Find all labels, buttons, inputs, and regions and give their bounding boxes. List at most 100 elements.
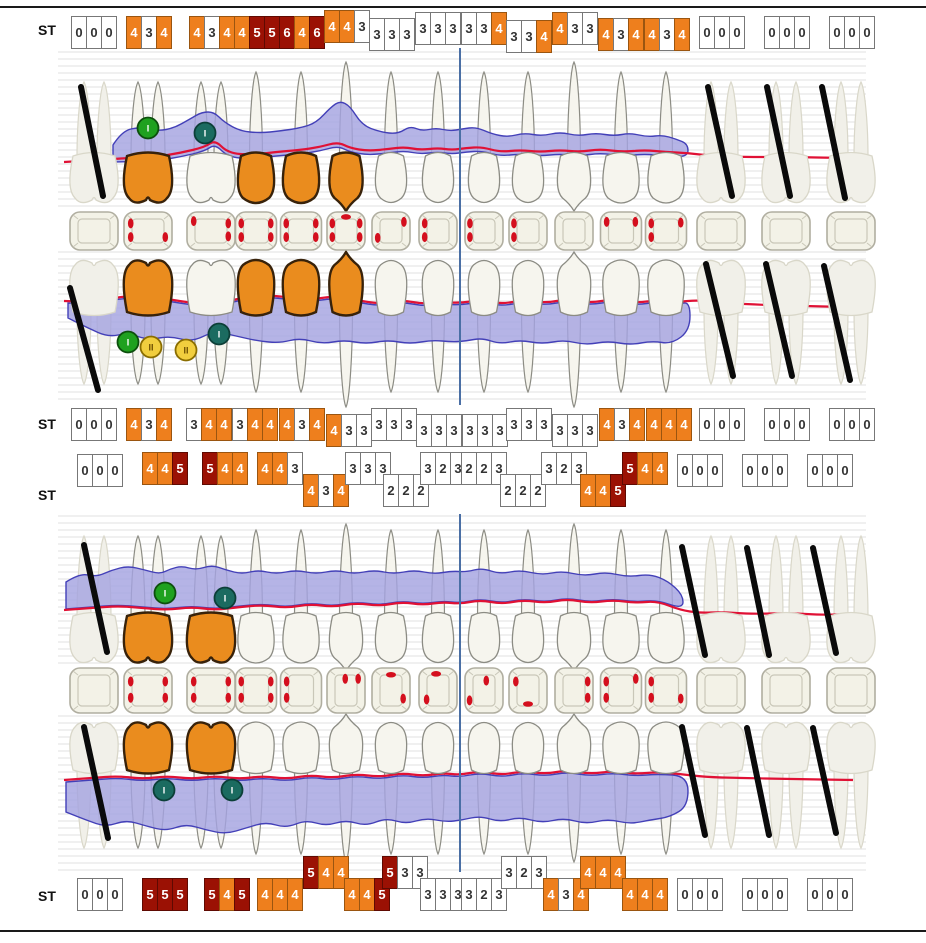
occlusal-tooth[interactable] <box>464 667 504 714</box>
tooth-crown[interactable] <box>556 712 592 775</box>
occlusal-tooth[interactable] <box>761 211 811 251</box>
st-cell[interactable]: 3 <box>384 18 400 51</box>
st-cell[interactable]: 0 <box>692 454 708 487</box>
st-cell[interactable]: 3 <box>386 408 402 441</box>
tooth-crown[interactable] <box>556 611 592 673</box>
bleeding-dot[interactable] <box>329 218 336 229</box>
bleeding-dot[interactable] <box>162 232 169 243</box>
occlusal-tooth[interactable] <box>123 667 173 714</box>
st-cell[interactable]: 0 <box>92 454 108 487</box>
occlusal-tooth[interactable] <box>554 667 594 714</box>
st-cell[interactable]: 4 <box>595 474 611 507</box>
st-cell[interactable]: 0 <box>101 16 117 49</box>
occlusal-tooth[interactable] <box>234 667 278 714</box>
st-cell[interactable]: 3 <box>552 414 568 447</box>
st-cell[interactable]: 5 <box>382 856 398 889</box>
st-cell[interactable]: 5 <box>622 452 638 485</box>
st-cell[interactable]: 4 <box>189 16 205 49</box>
furcation-marker[interactable]: II <box>139 335 163 359</box>
tooth-crown[interactable] <box>511 151 545 204</box>
bleeding-dot[interactable] <box>283 692 290 703</box>
st-cell[interactable]: 2 <box>556 452 572 485</box>
tooth-crown[interactable] <box>511 611 545 664</box>
st-cell[interactable]: 3 <box>446 414 462 447</box>
bleeding-dot[interactable] <box>677 217 684 228</box>
st-cell[interactable]: 5 <box>172 452 188 485</box>
bleeding-dot[interactable] <box>386 671 396 678</box>
bleeding-dot[interactable] <box>283 676 290 687</box>
bleeding-dot[interactable] <box>238 692 245 703</box>
tooth-crown[interactable] <box>69 259 119 317</box>
furcation-marker[interactable]: I <box>153 581 177 605</box>
st-cell[interactable]: 4 <box>326 414 342 447</box>
st-cell[interactable]: 4 <box>622 878 638 911</box>
st-cell[interactable]: 0 <box>757 454 773 487</box>
st-cell[interactable]: 0 <box>107 454 123 487</box>
st-cell[interactable]: 3 <box>614 408 630 441</box>
st-cell[interactable]: 4 <box>156 408 172 441</box>
crowned-tooth[interactable] <box>328 151 364 214</box>
st-cell[interactable]: 4 <box>339 10 355 43</box>
st-cell[interactable]: 4 <box>359 878 375 911</box>
bleeding-dot[interactable] <box>677 693 684 704</box>
st-cell[interactable]: 4 <box>142 452 158 485</box>
st-cell[interactable]: 0 <box>742 454 758 487</box>
st-cell[interactable]: 0 <box>77 878 93 911</box>
tooth-crown[interactable] <box>602 259 640 317</box>
st-cell[interactable]: 4 <box>201 408 217 441</box>
st-cell[interactable]: 3 <box>232 408 248 441</box>
st-cell[interactable]: 3 <box>582 414 598 447</box>
st-cell[interactable]: 0 <box>859 16 875 49</box>
crowned-tooth[interactable] <box>122 721 174 775</box>
st-cell[interactable]: 3 <box>462 414 478 447</box>
bleeding-dot[interactable] <box>401 216 407 227</box>
occlusal-tooth[interactable] <box>696 211 746 251</box>
st-cell[interactable]: 3 <box>397 856 413 889</box>
occlusal-tooth[interactable] <box>644 211 688 251</box>
st-cell[interactable]: 3 <box>461 878 477 911</box>
st-cell[interactable]: 0 <box>859 408 875 441</box>
st-cell[interactable]: 4 <box>644 18 660 51</box>
tooth-crown[interactable] <box>696 151 746 204</box>
st-cell[interactable]: 3 <box>318 474 334 507</box>
st-cell[interactable]: 0 <box>77 454 93 487</box>
st-cell[interactable]: 4 <box>637 878 653 911</box>
crowned-tooth[interactable] <box>281 258 321 317</box>
st-cell[interactable]: 4 <box>598 18 614 51</box>
occlusal-tooth[interactable] <box>69 211 119 251</box>
st-cell[interactable]: 0 <box>707 454 723 487</box>
st-cell[interactable]: 0 <box>772 878 788 911</box>
tooth-roots[interactable] <box>768 767 804 850</box>
st-cell[interactable]: 4 <box>219 878 235 911</box>
bleeding-dot[interactable] <box>523 701 533 707</box>
st-cell[interactable]: 5 <box>172 878 188 911</box>
st-cell[interactable]: 3 <box>141 16 157 49</box>
bleeding-dot[interactable] <box>648 676 655 687</box>
occlusal-tooth[interactable] <box>418 211 458 251</box>
st-cell[interactable]: 3 <box>430 12 446 45</box>
tooth-crown[interactable] <box>237 721 275 775</box>
tooth-roots[interactable] <box>566 522 582 619</box>
st-cell[interactable]: 0 <box>822 878 838 911</box>
tooth-crown[interactable] <box>421 259 455 317</box>
st-cell[interactable]: 3 <box>567 414 583 447</box>
st-cell[interactable]: 3 <box>582 12 598 45</box>
tooth-roots[interactable] <box>833 767 869 850</box>
bleeding-dot[interactable] <box>603 216 610 227</box>
bleeding-dot[interactable] <box>225 218 232 229</box>
tooth-crown[interactable] <box>69 721 119 775</box>
st-cell[interactable]: 5 <box>249 16 265 49</box>
st-cell[interactable]: 3 <box>506 20 522 53</box>
st-cell[interactable]: 0 <box>822 454 838 487</box>
bleeding-dot[interactable] <box>374 232 381 243</box>
bleeding-dot[interactable] <box>632 673 639 684</box>
st-cell[interactable]: 4 <box>637 452 653 485</box>
st-cell[interactable]: 5 <box>264 16 280 49</box>
occlusal-tooth[interactable] <box>69 667 119 714</box>
bleeding-dot[interactable] <box>127 676 134 687</box>
st-cell[interactable]: 0 <box>837 454 853 487</box>
bleeding-dot[interactable] <box>267 692 274 703</box>
bleeding-dot[interactable] <box>190 216 197 227</box>
st-cell[interactable]: 0 <box>844 408 860 441</box>
st-cell[interactable]: 4 <box>262 408 278 441</box>
